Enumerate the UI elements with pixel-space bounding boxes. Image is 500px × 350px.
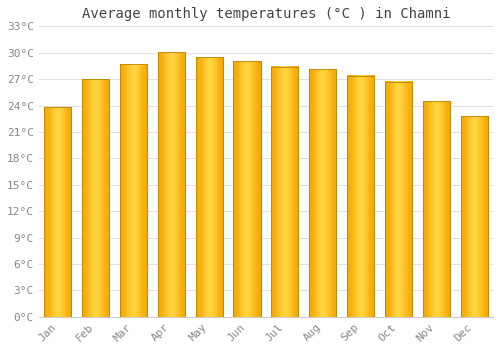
Bar <box>234 62 260 317</box>
Bar <box>196 57 223 317</box>
Title: Average monthly temperatures (°C ) in Chamni: Average monthly temperatures (°C ) in Ch… <box>82 7 450 21</box>
Bar <box>82 79 109 317</box>
Bar <box>385 82 412 317</box>
Bar <box>422 101 450 317</box>
Bar <box>120 64 147 317</box>
Bar <box>196 57 223 317</box>
Bar <box>347 76 374 317</box>
Bar <box>82 79 109 317</box>
Bar <box>460 116 488 317</box>
Bar <box>271 67 298 317</box>
Bar <box>120 64 147 317</box>
Bar <box>271 67 298 317</box>
Bar <box>158 52 185 317</box>
Bar <box>422 101 450 317</box>
Bar <box>385 82 412 317</box>
Bar <box>44 107 72 317</box>
Bar <box>347 76 374 317</box>
Bar <box>309 69 336 317</box>
Bar <box>460 116 488 317</box>
Bar <box>234 62 260 317</box>
Bar <box>309 69 336 317</box>
Bar <box>158 52 185 317</box>
Bar <box>44 107 72 317</box>
